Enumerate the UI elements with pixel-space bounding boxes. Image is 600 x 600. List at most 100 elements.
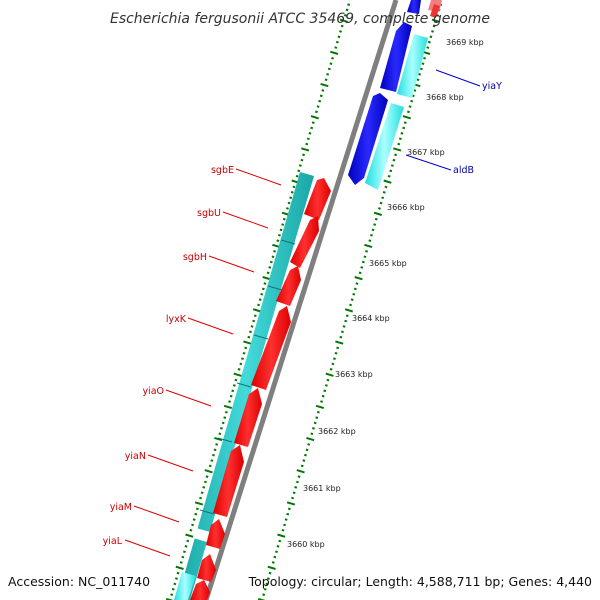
minor-tick: [361, 260, 365, 264]
accession-text: Accession: NC_011740: [8, 574, 150, 589]
minor-tick: [273, 555, 277, 559]
minor-tick: [191, 523, 194, 527]
minor-tick: [413, 89, 417, 92]
minor-tick: [368, 239, 372, 242]
minor-tick: [232, 384, 236, 387]
label-leaders: [124, 69, 481, 557]
minor-tick: [363, 255, 367, 259]
minor-tick: [282, 217, 286, 221]
minor-tick: [336, 346, 340, 350]
minor-tick: [281, 528, 285, 532]
minor-tick: [257, 303, 260, 307]
gene-label-sgbU: sgbU: [197, 208, 221, 219]
major-tick: [286, 501, 296, 506]
tick-label-3664: 3664 kbp: [352, 314, 390, 323]
leader-sgbU: [222, 211, 269, 229]
minor-tick: [297, 169, 301, 173]
minor-tick: [337, 35, 341, 39]
gene-arrow-top-red: [430, 4, 440, 18]
genome-backbone: [203, 0, 399, 600]
minor-tick: [370, 233, 373, 237]
gene-label-yiaL: yiaL: [103, 536, 123, 547]
cds-boundary: [253, 334, 269, 340]
major-tick: [330, 50, 339, 55]
gene-arrow-yiaY: [380, 22, 412, 92]
forward-cds-band: [174, 172, 314, 600]
minor-tick: [318, 99, 322, 103]
minor-tick: [423, 56, 426, 60]
cds-boundary: [217, 437, 233, 443]
minor-tick: [221, 421, 225, 425]
minor-tick: [316, 105, 320, 108]
minor-tick: [170, 593, 174, 596]
minor-tick: [268, 266, 272, 269]
gene-label-lyxK: lyxK: [166, 314, 187, 325]
minor-tick: [239, 362, 243, 366]
minor-tick: [339, 30, 342, 33]
minor-tick: [352, 292, 356, 296]
tick-label-3662: 3662 kbp: [318, 427, 356, 436]
minor-tick: [403, 121, 407, 124]
minor-tick: [171, 587, 175, 591]
minor-tick: [307, 443, 311, 446]
minor-tick: [313, 421, 317, 425]
minor-tick: [237, 368, 241, 371]
minor-tick: [286, 512, 290, 516]
gene-label-sgbH: sgbH: [183, 252, 207, 263]
gene-arrow-aldB: [348, 93, 388, 185]
minor-tick: [276, 545, 280, 548]
minor-tick: [331, 56, 334, 60]
minor-tick: [241, 357, 244, 360]
cds-boundary: [280, 239, 296, 245]
minor-tick: [258, 298, 262, 301]
minor-tick: [249, 330, 252, 334]
leader-yiaY: [435, 69, 481, 87]
minor-tick: [300, 464, 304, 468]
minor-tick: [278, 539, 282, 543]
cds-block-aldB: [365, 103, 404, 190]
minor-tick: [311, 121, 315, 124]
minor-tick: [224, 410, 228, 414]
minor-tick: [379, 201, 383, 205]
minor-tick: [186, 539, 190, 543]
minor-tick: [294, 486, 298, 489]
major-tick: [185, 533, 194, 538]
minor-tick: [333, 357, 336, 360]
cds-block-2: [174, 572, 196, 600]
outer-tick-ring: [165, 3, 351, 600]
minor-tick: [275, 550, 278, 554]
minor-tick: [263, 282, 267, 285]
minor-tick: [183, 550, 186, 554]
leader-aldB: [405, 154, 452, 171]
minor-tick: [327, 67, 331, 71]
gene-label-yiaO: yiaO: [142, 386, 164, 397]
minor-tick: [304, 453, 307, 457]
minor-tick: [300, 158, 304, 162]
major-tick: [223, 404, 233, 410]
minor-tick: [381, 196, 385, 200]
minor-tick: [298, 164, 302, 167]
minor-tick: [371, 228, 375, 232]
gene-arrow-sgbE: [304, 178, 331, 220]
minor-tick: [315, 110, 318, 114]
minor-tick: [229, 394, 233, 398]
major-tick: [344, 308, 353, 313]
minor-tick: [426, 46, 430, 49]
minor-tick: [360, 266, 364, 269]
minor-tick: [373, 223, 377, 226]
minor-tick: [387, 174, 391, 178]
topology-text: Topology: circular; Length: 4,588,711 bp…: [248, 574, 592, 589]
tick-label-3669: 3669 kbp: [446, 38, 484, 47]
major-tick: [325, 372, 334, 377]
minor-tick: [269, 260, 273, 264]
minor-tick: [324, 78, 328, 82]
minor-tick: [231, 389, 235, 393]
minor-tick: [286, 207, 289, 210]
major-tick: [301, 147, 310, 152]
minor-tick: [340, 24, 344, 28]
minor-tick: [418, 73, 422, 76]
minor-tick: [281, 223, 285, 226]
tick-label-3666: 3666 kbp: [387, 203, 425, 212]
minor-tick: [223, 416, 227, 419]
minor-tick: [382, 191, 386, 194]
